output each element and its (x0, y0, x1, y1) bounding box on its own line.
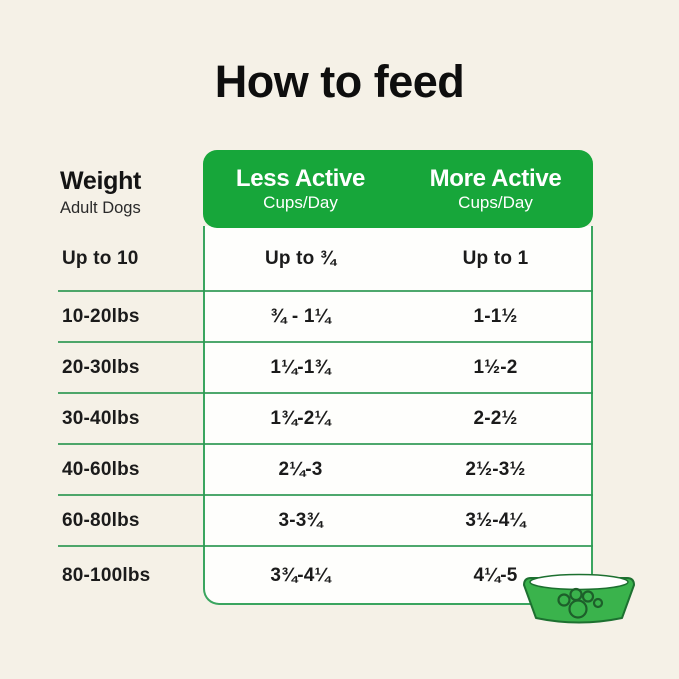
less-active-value: 1¾-2¼ (270, 407, 331, 429)
weight-header-title: Weight (60, 167, 142, 195)
more-active-sublabel: Cups/Day (458, 193, 533, 213)
less-active-value: 2¼-3 (278, 458, 323, 480)
paw-print-icon (557, 587, 604, 619)
column-less-active: Less Active Cups/Day (203, 150, 398, 228)
less-active-value: 1¼-1¾ (270, 356, 331, 378)
weight-label: Up to 10 (62, 248, 139, 269)
weight-label: 10-20lbs (62, 305, 140, 327)
weight-label: 20-30lbs (62, 356, 140, 378)
weight-label: 80-100lbs (62, 565, 151, 586)
table-column-header: Less Active Cups/Day More Active Cups/Da… (203, 150, 593, 228)
more-active-value: 3½-4¼ (465, 509, 526, 531)
table-row: 30-40lbs 1¾-2¼ 2-2½ (58, 392, 593, 443)
table-row: 60-80lbs 3-3¾ 3½-4¼ (58, 494, 593, 545)
less-active-value: 3-3¾ (278, 509, 323, 531)
table-row: 20-30lbs 1¼-1¾ 1½-2 (58, 341, 593, 392)
more-active-value: Up to 1 (462, 248, 529, 269)
dog-bowl-icon (523, 573, 635, 624)
less-active-value: 3¾-4¼ (270, 565, 331, 586)
table-row: 40-60lbs 2¼-3 2½-3½ (58, 443, 593, 494)
weight-header-subtitle: Adult Dogs (60, 199, 141, 217)
table-row: Up to 10 Up to ¾ Up to 1 (58, 228, 593, 290)
page-title: How to feed (214, 56, 465, 107)
weight-label: 40-60lbs (62, 458, 140, 480)
less-active-value: Up to ¾ (264, 248, 337, 269)
more-active-label: More Active (429, 165, 562, 193)
more-active-value: 2½-3½ (465, 458, 526, 480)
more-active-value: 1½-2 (473, 356, 518, 378)
weight-label: 30-40lbs (62, 407, 140, 429)
weight-column-header: Weight Adult Dogs (60, 167, 141, 218)
more-active-value: 1-1½ (473, 305, 518, 327)
table-body-panel (203, 226, 593, 605)
less-active-sublabel: Cups/Day (263, 193, 338, 213)
more-active-value: 4¼-5 (473, 565, 518, 586)
table-row: 80-100lbs 3¾-4¼ 4¼-5 (58, 545, 593, 605)
column-more-active: More Active Cups/Day (398, 150, 593, 228)
more-active-value: 2-2½ (473, 407, 518, 429)
less-active-label: Less Active (235, 165, 366, 193)
weight-label: 60-80lbs (62, 509, 140, 531)
less-active-value: ¾ - 1¼ (270, 305, 331, 327)
table-row: 10-20lbs ¾ - 1¼ 1-1½ (58, 290, 593, 341)
